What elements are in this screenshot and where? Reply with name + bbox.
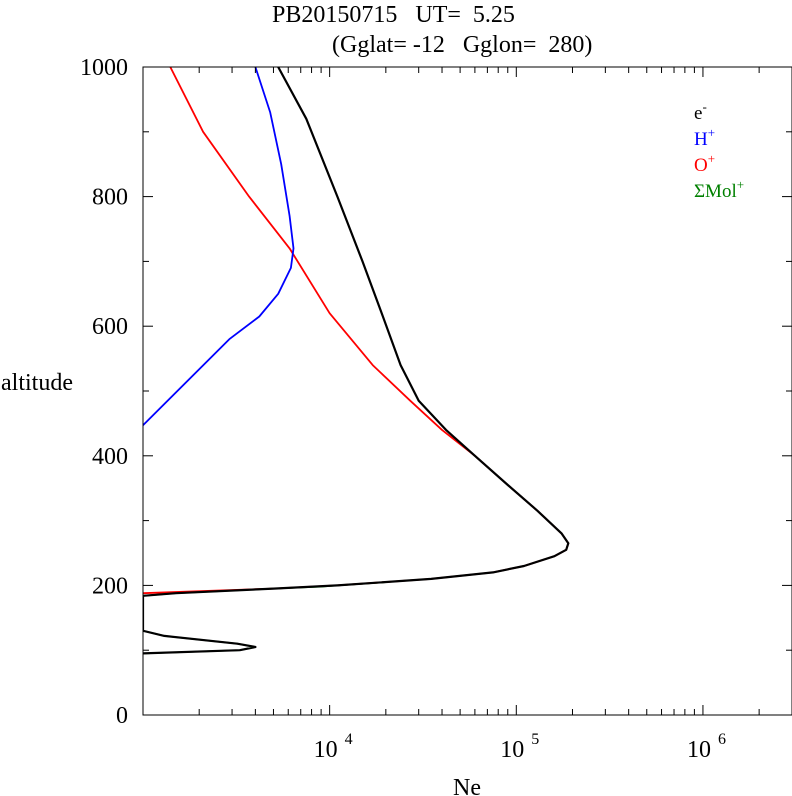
y-tick-label: 200 bbox=[92, 573, 128, 599]
y-tick-label: 800 bbox=[92, 185, 128, 211]
title-line-1: PB20150715 UT= 5.25 bbox=[272, 2, 515, 28]
y-tick-label: 600 bbox=[92, 314, 128, 340]
x-tick-label: 10 bbox=[687, 737, 711, 763]
legend-entry: ΣMol+ bbox=[694, 177, 744, 202]
axes-layer: 0 200 400 600 800 1000 10 4 10 5 10 6 bbox=[80, 55, 792, 763]
legend-entry: e- bbox=[694, 99, 707, 124]
series-line-1 bbox=[143, 67, 295, 426]
x-tick-exponent: 6 bbox=[718, 731, 726, 748]
chart-title: PB20150715 UT= 5.25 (Gglat= -12 Gglon= 2… bbox=[272, 2, 592, 58]
y-axis-label: altitude bbox=[1, 370, 73, 396]
x-axis-label: Ne bbox=[453, 775, 481, 796]
y-tick-label: 0 bbox=[116, 703, 128, 729]
series-line-2 bbox=[143, 67, 570, 595]
series-line-0 bbox=[143, 67, 570, 655]
x-tick-label: 10 bbox=[314, 737, 338, 763]
legend-entry: H+ bbox=[694, 125, 715, 150]
legend: e-H+O+ΣMol+ bbox=[694, 99, 744, 202]
y-tick-label: 1000 bbox=[80, 55, 128, 81]
x-tick-exponent: 5 bbox=[531, 731, 539, 748]
x-tick-label: 10 bbox=[500, 737, 524, 763]
y-tick-label: 400 bbox=[92, 444, 128, 470]
legend-entry: O+ bbox=[694, 151, 715, 176]
series-layer bbox=[143, 67, 570, 655]
title-line-2: (Gglat= -12 Gglon= 280) bbox=[332, 32, 592, 58]
x-tick-exponent: 4 bbox=[345, 731, 353, 748]
